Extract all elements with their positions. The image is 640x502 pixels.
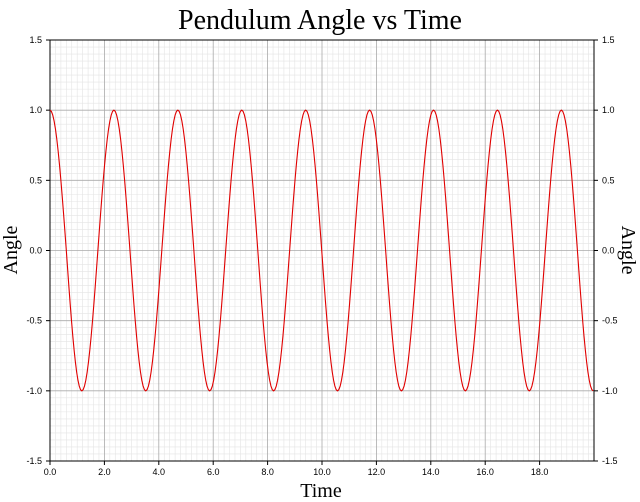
y-tick-label-right: 0.0 xyxy=(602,246,615,256)
y-tick-label-left: 0.5 xyxy=(29,175,42,185)
x-axis-label: Time xyxy=(300,480,342,502)
y-tick-label-right: 1.5 xyxy=(602,35,615,45)
y-axis-label-left: Angle xyxy=(0,225,22,274)
x-tick-label: 12.0 xyxy=(368,467,386,477)
y-tick-label-left: 1.5 xyxy=(29,35,42,45)
x-tick-label: 8.0 xyxy=(261,467,274,477)
x-tick-label: 16.0 xyxy=(476,467,494,477)
y-tick-label-left: -0.5 xyxy=(26,316,42,326)
x-tick-label: 10.0 xyxy=(313,467,331,477)
y-axis-label-right: Angle xyxy=(617,226,639,275)
y-tick-label-right: -0.5 xyxy=(602,316,618,326)
x-tick-label: 4.0 xyxy=(153,467,166,477)
y-tick-label-right: 0.5 xyxy=(602,175,615,185)
y-tick-label-left: -1.0 xyxy=(26,386,42,396)
series-layer xyxy=(49,109,594,392)
x-tick-label: 0.0 xyxy=(44,467,57,477)
y-tick-label-left: 0.0 xyxy=(29,246,42,256)
x-tick-label: 2.0 xyxy=(98,467,111,477)
y-tick-label-right: -1.0 xyxy=(602,386,618,396)
y-axis-ticks-left: -1.5 -1.0 -0.5 0.0 0.5 1.0 1.5 xyxy=(26,35,50,466)
x-tick-label: 6.0 xyxy=(207,467,220,477)
y-axis-ticks-right: -1.5 -1.0 -0.5 0.0 0.5 1.0 1.5 xyxy=(594,35,618,466)
y-tick-label-left: -1.5 xyxy=(26,456,42,466)
y-tick-label-right: -1.5 xyxy=(602,456,618,466)
series-line xyxy=(49,109,594,392)
x-axis-ticks: 0.0 2.0 4.0 6.0 8.0 10.0 12.0 14.0 16.0 18.0 xyxy=(44,461,549,477)
y-tick-label-left: 1.0 xyxy=(29,105,42,115)
chart-title: Pendulum Angle vs Time xyxy=(178,5,462,36)
x-tick-label: 14.0 xyxy=(422,467,440,477)
y-tick-label-right: 1.0 xyxy=(602,105,615,115)
x-tick-label: 18.0 xyxy=(531,467,549,477)
